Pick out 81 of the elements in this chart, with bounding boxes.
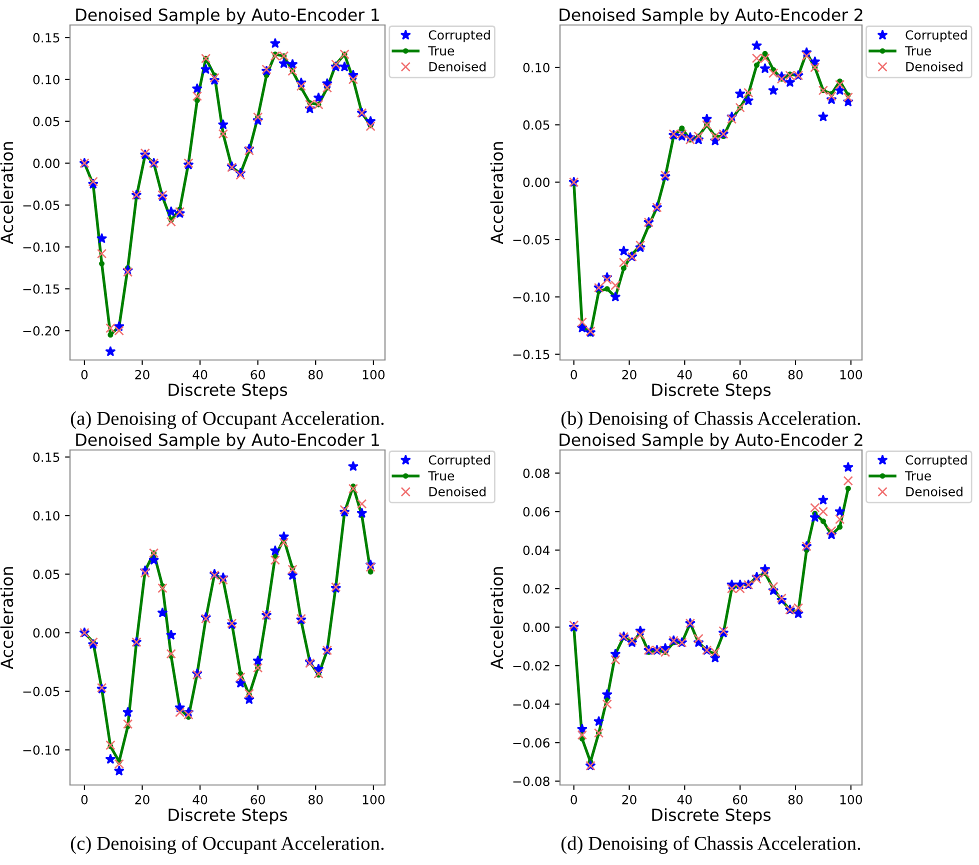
y-tick-label: −0.10 (23, 242, 60, 252)
legend-label: True (428, 46, 454, 56)
chart-title: Denoised Sample by Auto-Encoder 1 (76, 8, 379, 24)
x-tick-label: 20 (135, 370, 150, 380)
legend-label: Corrupted (428, 455, 490, 468)
y-tick-label: 0.05 (33, 570, 60, 580)
x-tick-label: 80 (788, 794, 803, 804)
chart-title: Denoised Sample by Auto-Encoder 2 (560, 433, 862, 450)
legend-label: Denoised (906, 62, 962, 72)
y-tick-label: 0.00 (523, 622, 550, 632)
legend-label: True (904, 471, 931, 481)
y-tick-label: −0.08 (513, 776, 550, 786)
text: (c) Denoising of Occupant Acceleration. (70, 836, 384, 854)
chart-title: Denoised Sample by Auto-Encoder 1 (76, 433, 379, 450)
x-axis-title: Discrete Steps (168, 808, 288, 824)
x-tick-label: 60 (733, 794, 748, 804)
y-tick-label: −0.15 (513, 350, 550, 360)
x-tick-label: 0 (81, 370, 88, 380)
y-tick-label: −0.02 (513, 661, 550, 671)
x-tick-label: 100 (362, 370, 385, 380)
y-tick-label: 0.00 (33, 628, 60, 638)
x-tick-label: 60 (250, 794, 265, 804)
x-tick-label: 40 (192, 794, 208, 804)
x-tick-label: 80 (308, 794, 323, 804)
y-tick-label: 0.05 (523, 120, 550, 130)
y-axis-title: Acceleration (490, 567, 504, 670)
x-tick-label: 100 (840, 370, 862, 380)
y-tick-label: −0.20 (23, 326, 60, 336)
y-tick-label: 0.08 (523, 468, 550, 478)
y-axis-title: Acceleration (490, 142, 504, 244)
y-tick-label: 0.10 (33, 74, 60, 84)
x-tick-label: 40 (677, 370, 692, 380)
x-tick-label: 100 (840, 794, 862, 804)
y-tick-label: 0.02 (523, 584, 550, 594)
legend-label: Denoised (906, 486, 962, 496)
text: (b) Denoising of Chassis Acceleration. (561, 411, 860, 429)
y-tick-label: −0.04 (513, 700, 550, 710)
x-tick-label: 40 (192, 370, 208, 380)
x-tick-label: 100 (362, 794, 385, 804)
x-tick-label: 20 (622, 370, 636, 380)
legend-label: Corrupted (428, 30, 490, 42)
legend-label: Corrupted (906, 30, 967, 42)
x-tick-label: 60 (250, 370, 265, 380)
legend-label: True (428, 471, 454, 481)
y-tick-label: −0.10 (23, 745, 60, 755)
y-axis-title: Acceleration (0, 567, 14, 670)
x-axis-title: Discrete Steps (652, 808, 771, 824)
y-axis-title: Acceleration (0, 142, 14, 244)
y-tick-label: −0.15 (23, 284, 60, 294)
y-tick-label: 0.15 (33, 33, 60, 42)
y-tick-label: 0.15 (33, 452, 60, 462)
x-tick-label: 0 (81, 794, 88, 804)
x-tick-label: 20 (135, 794, 150, 804)
y-tick-label: 0.00 (33, 158, 60, 168)
legend-label: Corrupted (906, 455, 967, 468)
x-tick-label: 0 (570, 370, 577, 380)
x-tick-label: 40 (677, 794, 692, 804)
legend-label: Denoised (429, 62, 486, 72)
y-tick-label: 0.05 (33, 116, 60, 126)
text: (a) Denoising of Occupant Acceleration. (70, 411, 384, 429)
x-tick-label: 80 (308, 370, 323, 380)
x-tick-label: 20 (622, 794, 636, 804)
y-tick-label: 0.00 (523, 178, 550, 188)
x-axis-title: Discrete Steps (168, 383, 288, 400)
x-axis-title: Discrete Steps (652, 383, 771, 400)
legend-label: True (904, 46, 931, 56)
chart-title: Denoised Sample by Auto-Encoder 2 (560, 8, 862, 24)
y-tick-label: −0.05 (23, 686, 60, 696)
y-tick-label: 0.06 (523, 507, 550, 517)
y-tick-label: −0.05 (23, 200, 60, 210)
y-tick-label: 0.04 (523, 546, 550, 556)
x-tick-label: 0 (570, 794, 577, 804)
y-tick-label: −0.06 (513, 738, 550, 748)
x-tick-label: 60 (733, 370, 748, 380)
y-tick-label: −0.05 (513, 235, 550, 244)
y-tick-label: −0.10 (513, 292, 550, 302)
y-tick-label: 0.10 (33, 511, 60, 521)
x-tick-label: 80 (788, 370, 803, 380)
y-tick-label: 0.10 (523, 62, 550, 72)
legend-label: Denoised (429, 486, 486, 496)
text: (d) Denoising of Chassis Acceleration. (561, 836, 860, 854)
